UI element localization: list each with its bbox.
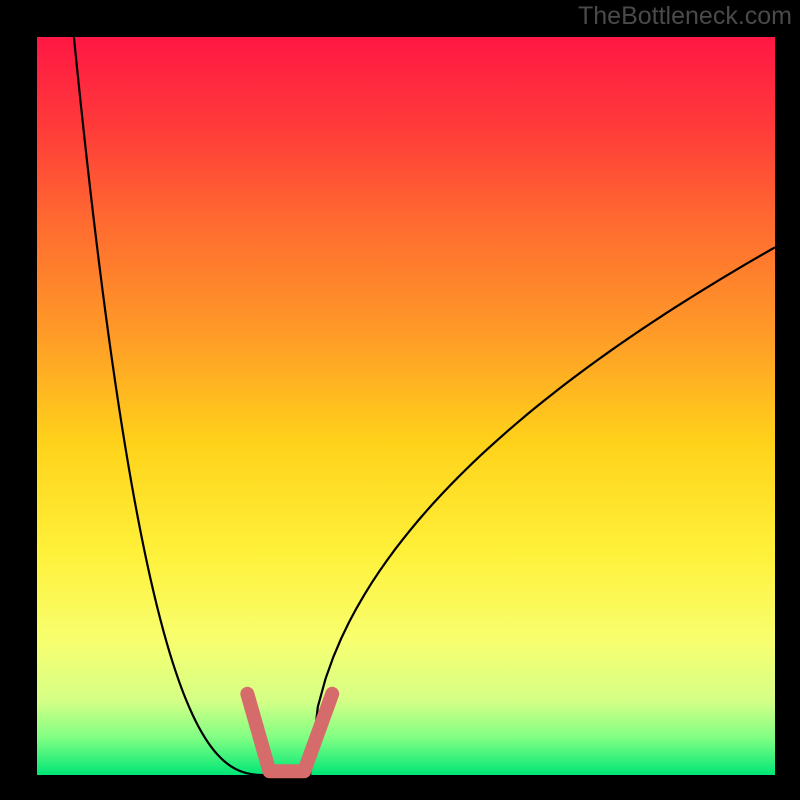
chart-container: { "watermark": { "text": "TheBottleneck.… [0, 0, 800, 800]
watermark-text: TheBottleneck.com [578, 2, 792, 31]
chart-svg [0, 0, 800, 800]
plot-background-gradient [37, 37, 775, 775]
